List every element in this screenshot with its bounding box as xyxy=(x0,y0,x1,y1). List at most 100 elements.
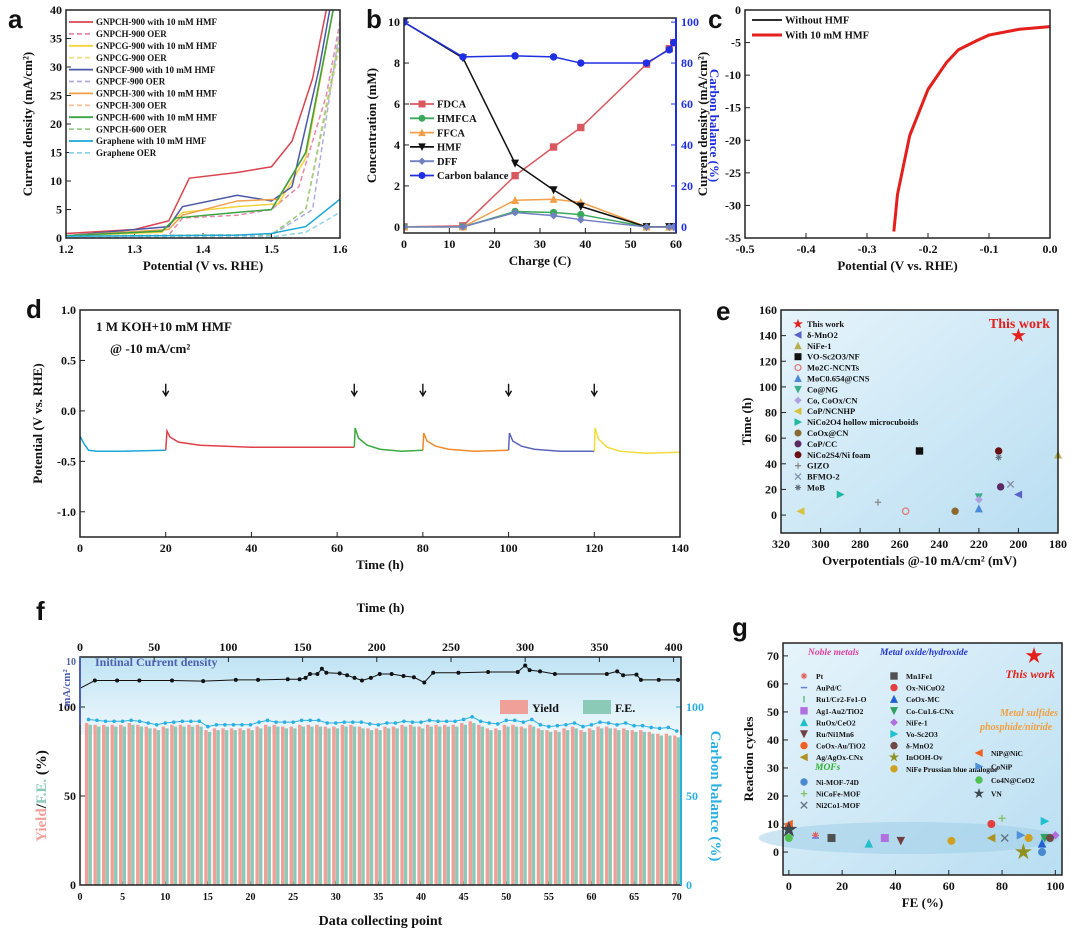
y-axis-label-part: (%) xyxy=(34,750,50,779)
panel-g: g 0 20 40 60 80 100 0 10 20 30 40 50 60 70 FE (%) Reacti… xyxy=(732,612,1064,910)
legend-item: GNPCH-900 with 10 mM HMF xyxy=(69,17,217,27)
carbon-balance-point xyxy=(180,719,185,724)
x-tick-label: 0 xyxy=(77,541,83,555)
x2-tick-label: 0 xyxy=(77,640,83,654)
legend-marker xyxy=(794,396,802,405)
x-tick-label: 80 xyxy=(996,879,1008,893)
yield-bar xyxy=(281,726,285,885)
data-point xyxy=(874,499,882,506)
carbon-balance-point xyxy=(632,723,636,728)
carbon-balance-point xyxy=(461,717,466,722)
current-density-point xyxy=(315,672,320,676)
y-axis-label: Potential (V vs. RHE) xyxy=(30,363,45,483)
legend-label: Ox-NiCuO2 xyxy=(906,684,945,693)
carbon-balance-point xyxy=(470,714,474,719)
panel-letter: b xyxy=(366,4,382,34)
yield-bar xyxy=(101,724,106,885)
y-tick-label: 0 xyxy=(735,3,741,17)
band-unit-label: mA/cm² xyxy=(61,669,73,707)
x-tick-label: 20 xyxy=(836,879,848,893)
legend-label: Co@NG xyxy=(807,384,838,394)
carbon-balance-point xyxy=(453,719,457,724)
x-tick-label: 20 xyxy=(160,541,172,555)
x-tick-label: 300 xyxy=(812,537,830,551)
y-tick-label: 20 xyxy=(767,789,779,803)
legend-item: VO-Sc2O3/NF xyxy=(794,352,860,362)
data-point xyxy=(1014,843,1032,860)
fe-bar xyxy=(625,730,629,885)
data-point xyxy=(951,507,959,515)
legend-label: Carbon balance xyxy=(437,171,509,182)
carbon-balance-point xyxy=(206,724,210,729)
series-layer xyxy=(404,18,676,232)
x-axis: 320 300 280 260 240 220 200 180 xyxy=(772,528,1067,551)
data-point xyxy=(796,507,805,516)
legend-marker xyxy=(418,128,426,137)
carbon-balance-point xyxy=(248,723,253,727)
current-density-point xyxy=(615,669,620,674)
y-tick-label: -5 xyxy=(731,36,741,50)
carbon-balance-point xyxy=(649,725,653,730)
fe-bar xyxy=(600,728,604,885)
yield-bar xyxy=(425,724,430,885)
yield-bar xyxy=(272,724,276,885)
fe-bar xyxy=(489,730,493,885)
legend-item: VN xyxy=(973,788,1002,799)
legend-label: GNPCG-900 with 10 mM HMF xyxy=(96,41,217,51)
legend-marker xyxy=(890,741,898,750)
yield-bar xyxy=(434,724,438,885)
legend-item: Ru1/Cr2-Fe1-O xyxy=(803,695,867,704)
series-line-GNPCF-900-OER xyxy=(66,26,340,238)
y-tick-label: 100 xyxy=(759,380,777,394)
data-point xyxy=(974,495,983,504)
y-tick-label: 40 xyxy=(767,733,779,747)
legend-item: GIZO xyxy=(795,461,830,471)
carbon-balance-point xyxy=(666,725,671,730)
y-tick-label: 35 xyxy=(50,32,62,46)
series-line-cycle-5 xyxy=(507,432,595,452)
yield-bar xyxy=(195,724,200,885)
fe-bar xyxy=(523,728,527,885)
x-tick-label: -0.3 xyxy=(858,242,877,256)
legend-marker xyxy=(794,374,802,382)
y-tick-label: -20 xyxy=(725,133,741,147)
x-axis-label: Data collecting point xyxy=(319,914,443,929)
yield-bar xyxy=(502,724,507,885)
arrow-icon xyxy=(350,383,358,398)
y2-tick-label: 0 xyxy=(681,220,687,234)
x-tick-label: 1.3 xyxy=(127,242,142,256)
yield-bar xyxy=(323,726,328,885)
x-tick-label: 0.0 xyxy=(1043,242,1058,256)
carbon-balance-point xyxy=(478,719,483,724)
x-tick-label: 240 xyxy=(930,537,948,551)
fe-bar xyxy=(182,726,186,885)
current-density-line xyxy=(79,664,679,689)
x2-tick-label: 400 xyxy=(665,640,683,654)
legend-label: Co4N@CeO2 xyxy=(991,776,1035,785)
current-density-point xyxy=(297,677,302,682)
yield-bar xyxy=(451,724,455,885)
carbon-balance-point xyxy=(299,718,304,723)
data-point xyxy=(827,834,836,843)
x-tick-label: 280 xyxy=(851,537,869,551)
fe-bar xyxy=(514,726,519,885)
plot-frame xyxy=(79,309,681,538)
x-tick-label: 260 xyxy=(891,537,909,551)
legend-label: NiFe-1 xyxy=(906,718,928,727)
x-tick-label: 60 xyxy=(586,892,596,903)
y-axis: 0 5 10 15 20 25 30 35 40 xyxy=(50,3,71,245)
legend-item: NiP@NiC xyxy=(974,748,1023,758)
legend-marker xyxy=(792,318,804,329)
series-line-cycle-6 xyxy=(593,427,680,455)
fe-bar xyxy=(233,730,237,885)
current-density-point xyxy=(486,670,491,675)
yield-bar xyxy=(485,728,490,885)
y-tick-label: 0 xyxy=(56,231,62,245)
carbon-balance-point xyxy=(95,718,99,723)
y-axis: 0 10 20 30 40 50 60 70 xyxy=(767,649,788,859)
fe-bar xyxy=(173,726,178,885)
yield-bar xyxy=(289,726,293,885)
legend-label: Ag1-Au2/TiO2 xyxy=(816,707,864,716)
y-tick-label: 100 xyxy=(58,700,76,714)
